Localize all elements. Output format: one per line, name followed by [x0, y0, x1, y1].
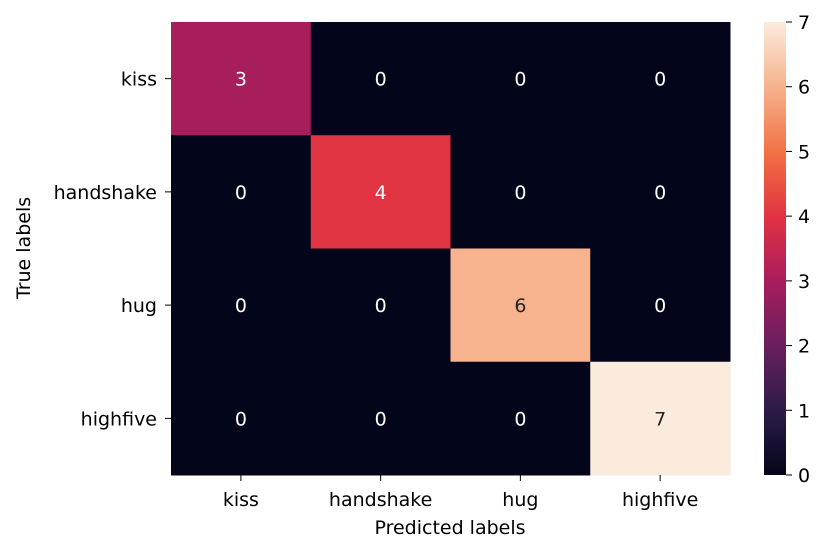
colorbar-tick-label: 0	[798, 465, 810, 487]
colorbar-tick-label: 7	[798, 12, 810, 34]
heatmap-cell	[310, 361, 451, 476]
x-axis-label: Predicted labels	[374, 517, 525, 539]
heatmap-cell	[171, 135, 312, 249]
colorbar-tick-label: 6	[798, 77, 810, 99]
colorbar-tick-label: 1	[798, 400, 810, 422]
heatmap-cell-labels: 3 0 0 0 0 4 0 0 0 0 6 0 0 0 0 7	[235, 69, 666, 431]
x-axis-ticks: kiss handshake hug highfive	[223, 475, 698, 511]
heatmap-cell	[590, 248, 731, 363]
heatmap-cell	[450, 22, 591, 136]
colorbar	[764, 22, 786, 475]
heatmap-cell	[171, 248, 312, 363]
colorbar-tick-label: 3	[798, 271, 810, 293]
heatmap-cell	[450, 248, 591, 363]
colorbar-gradient	[764, 22, 786, 475]
heatmap-cell	[310, 135, 451, 249]
y-tick-label: handshake	[54, 182, 157, 204]
colorbar-tick-label: 4	[798, 206, 810, 228]
cell-value-label: 0	[235, 408, 247, 430]
cell-value-label: 0	[514, 408, 526, 430]
colorbar-tick-label: 5	[798, 141, 810, 163]
y-tick-label: hug	[121, 295, 157, 317]
heatmap-cell	[310, 22, 451, 136]
cell-value-label: 4	[375, 182, 387, 204]
cell-value-label: 0	[375, 295, 387, 317]
x-tick-label: kiss	[223, 489, 259, 511]
x-tick-label: hug	[502, 489, 538, 511]
y-tick-label: highfive	[81, 408, 157, 430]
cell-value-label: 0	[514, 69, 526, 91]
cell-value-label: 0	[654, 182, 666, 204]
heatmap-cells	[171, 22, 731, 476]
heatmap-cell	[171, 22, 312, 136]
cell-value-label: 6	[514, 295, 526, 317]
y-tick-label: kiss	[121, 69, 157, 91]
x-tick-label: handshake	[329, 489, 432, 511]
cell-value-label: 0	[654, 69, 666, 91]
colorbar-ticks: 0 1 2 3 4 5 6 7	[786, 12, 810, 487]
heatmap-cell	[590, 22, 731, 136]
cell-value-label: 0	[375, 408, 387, 430]
cell-value-label: 3	[235, 69, 247, 91]
cell-value-label: 0	[235, 182, 247, 204]
heatmap-cell	[310, 248, 451, 363]
cell-value-label: 0	[235, 295, 247, 317]
cell-value-label: 7	[654, 408, 666, 430]
heatmap-cell	[450, 135, 591, 249]
y-axis-label: True labels	[13, 197, 35, 300]
heatmap-cell	[590, 361, 731, 476]
y-axis-ticks: kiss handshake hug highfive	[54, 69, 171, 430]
x-tick-label: highfive	[622, 489, 698, 511]
heatmap-cell	[590, 135, 731, 249]
colorbar-tick-label: 2	[798, 336, 810, 358]
cell-value-label: 0	[654, 295, 666, 317]
heatmap-cell	[450, 361, 591, 476]
cell-value-label: 0	[375, 69, 387, 91]
cell-value-label: 0	[514, 182, 526, 204]
heatmap-cell	[171, 361, 312, 476]
